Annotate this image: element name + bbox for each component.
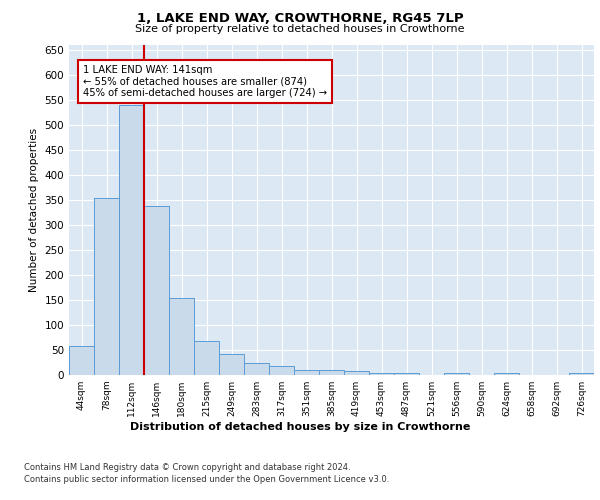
Bar bbox=[144, 206, 169, 375]
Bar bbox=[344, 371, 369, 375]
Bar bbox=[294, 370, 319, 375]
Bar bbox=[244, 363, 269, 375]
Text: 1 LAKE END WAY: 141sqm
← 55% of detached houses are smaller (874)
45% of semi-de: 1 LAKE END WAY: 141sqm ← 55% of detached… bbox=[83, 65, 327, 98]
Bar bbox=[444, 373, 469, 375]
Bar bbox=[119, 105, 144, 375]
Bar bbox=[94, 198, 119, 375]
Bar bbox=[319, 370, 344, 375]
Bar bbox=[169, 298, 194, 375]
Bar bbox=[219, 354, 244, 375]
Text: Contains public sector information licensed under the Open Government Licence v3: Contains public sector information licen… bbox=[24, 475, 389, 484]
Y-axis label: Number of detached properties: Number of detached properties bbox=[29, 128, 39, 292]
Bar bbox=[569, 373, 594, 375]
Bar bbox=[194, 341, 219, 375]
Bar bbox=[494, 372, 519, 375]
Text: Contains HM Land Registry data © Crown copyright and database right 2024.: Contains HM Land Registry data © Crown c… bbox=[24, 462, 350, 471]
Text: 1, LAKE END WAY, CROWTHORNE, RG45 7LP: 1, LAKE END WAY, CROWTHORNE, RG45 7LP bbox=[137, 12, 463, 26]
Bar bbox=[69, 346, 94, 375]
Text: Distribution of detached houses by size in Crowthorne: Distribution of detached houses by size … bbox=[130, 422, 470, 432]
Bar bbox=[269, 366, 294, 375]
Bar bbox=[369, 372, 394, 375]
Bar bbox=[394, 373, 419, 375]
Text: Size of property relative to detached houses in Crowthorne: Size of property relative to detached ho… bbox=[135, 24, 465, 34]
